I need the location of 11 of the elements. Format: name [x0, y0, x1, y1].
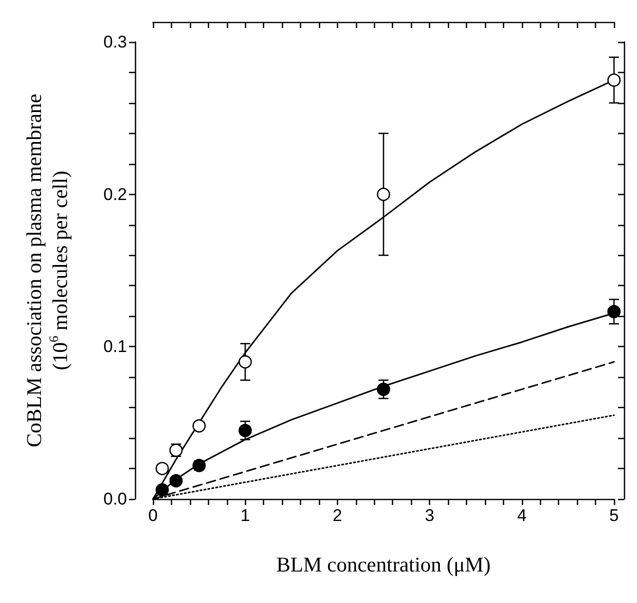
x-tick-label: 3 [424, 506, 434, 525]
y-tick-label: 0.2 [103, 184, 127, 204]
x-axis-title: BLM concentration (μM) [276, 552, 491, 576]
x-tick-label: 5 [609, 506, 619, 525]
x-tick-label: 0 [148, 506, 158, 525]
x-tick-label: 2 [332, 506, 342, 525]
x-tick-label: 4 [517, 506, 527, 525]
y-tick-label: 0.1 [103, 337, 127, 356]
y-tick-label: 0.3 [103, 32, 127, 52]
y-tick-label: 0.0 [103, 490, 127, 508]
x-tick-label: 1 [240, 506, 250, 525]
